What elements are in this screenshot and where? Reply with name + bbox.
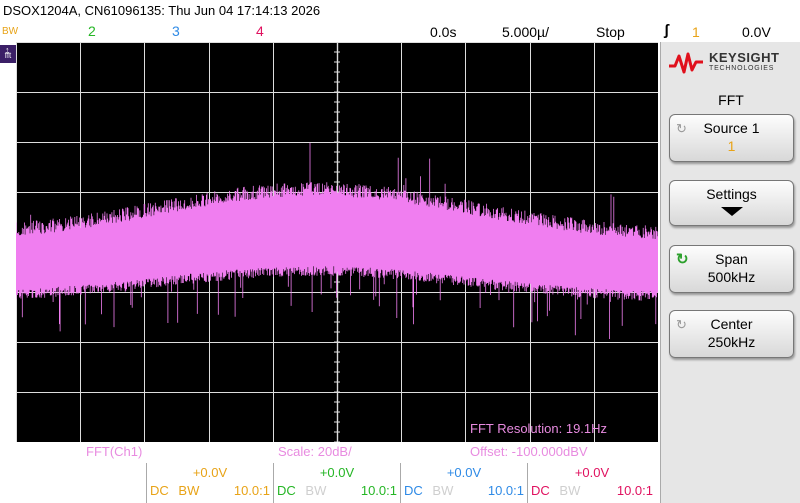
- ch4-bw: BW: [559, 483, 581, 498]
- keysight-logo-icon: [669, 52, 703, 74]
- header-bar: DSOX1204A, CN61096135: Thu Jun 04 17:14:…: [0, 0, 800, 22]
- center-softkey[interactable]: ↻ Center 250kHz: [669, 310, 794, 358]
- source-softkey[interactable]: ↻ Source 1 1: [669, 114, 794, 162]
- span-label: Span: [715, 251, 748, 267]
- settings-label: Settings: [706, 186, 757, 202]
- ch1-settings: DC BW 10.0:1: [150, 483, 270, 498]
- settings-softkey[interactable]: Settings: [669, 180, 794, 226]
- menu-title: FFT: [718, 92, 744, 108]
- ch1-coupling: DC: [150, 483, 169, 498]
- ch4-probe: 10.0:1: [616, 483, 653, 498]
- ch2-probe: 10.0:1: [360, 483, 397, 498]
- run-state[interactable]: Stop: [596, 24, 625, 40]
- fft-scale[interactable]: Scale: 20dB/: [278, 444, 352, 459]
- ch2-bw: BW: [305, 483, 327, 498]
- center-label: Center: [710, 316, 753, 332]
- trigger-edge-icon: ʃ: [664, 22, 669, 39]
- rotate-knob-icon: ↻: [676, 121, 687, 136]
- rotate-knob-icon: ↻: [676, 317, 687, 332]
- ch3-offset: +0.0V: [446, 465, 482, 480]
- center-value: 250kHz: [707, 334, 756, 350]
- ch2-offset: +0.0V: [319, 465, 355, 480]
- fft-resolution: FFT Resolution: 19.1Hz: [470, 421, 608, 436]
- ch3-tab[interactable]: 3: [172, 23, 180, 39]
- ch1-probe: 10.0:1: [233, 483, 270, 498]
- brand-sub: TECHNOLOGIES: [709, 65, 775, 72]
- trigger-source[interactable]: 1: [692, 24, 700, 40]
- trigger-level[interactable]: 0.0V: [742, 24, 771, 40]
- span-value: 500kHz: [707, 269, 756, 285]
- ch3-settings: DC BW 10.0:1: [404, 483, 524, 498]
- channel-info-2[interactable]: +0.0V DC BW 10.0:1: [273, 463, 400, 503]
- fft-offset[interactable]: Offset: -100.000dBV: [470, 444, 588, 459]
- source-label: Source 1: [703, 120, 760, 136]
- ch4-tab[interactable]: 4: [256, 23, 264, 39]
- status-row: BW 2 3 4: [0, 22, 660, 49]
- instrument-title: DSOX1204A, CN61096135: Thu Jun 04 17:14:…: [3, 3, 321, 18]
- waveform-display[interactable]: FFT Resolution: 19.1Hz: [16, 42, 658, 442]
- rotate-knob-active-icon: ↻: [676, 251, 689, 268]
- submenu-arrow-icon: [720, 207, 743, 216]
- fft-source-label[interactable]: FFT(Ch1): [86, 444, 143, 459]
- fft-trace: [16, 142, 658, 339]
- ch1-bw: BW: [178, 483, 200, 498]
- span-softkey[interactable]: ↻ Span 500kHz: [669, 245, 794, 293]
- channel-info-3[interactable]: +0.0V DC BW 10.0:1: [400, 463, 527, 503]
- channel-info-4[interactable]: +0.0V DC BW 10.0:1: [527, 463, 656, 503]
- ch3-bw: BW: [432, 483, 454, 498]
- ch4-offset: +0.0V: [574, 465, 610, 480]
- ch2-coupling: DC: [277, 483, 296, 498]
- fft-trace-path: [16, 142, 658, 339]
- ch3-probe: 10.0:1: [487, 483, 524, 498]
- ch1-offset: +0.0V: [192, 465, 228, 480]
- bw-label[interactable]: BW: [2, 26, 19, 37]
- ch2-tab[interactable]: 2: [88, 23, 96, 39]
- fft-badge: ↑ fft: [0, 45, 16, 63]
- ch3-coupling: DC: [404, 483, 423, 498]
- delay-readout[interactable]: 0.0s: [430, 24, 457, 40]
- channel-info-1[interactable]: +0.0V DC BW 10.0:1: [146, 463, 273, 503]
- fft-badge-label: fft: [4, 51, 12, 60]
- fft-badge-icon: ↑: [5, 45, 10, 55]
- brand-name: KEYSIGHT: [709, 50, 780, 65]
- ch4-settings: DC BW 10.0:1: [531, 483, 653, 498]
- ch4-coupling: DC: [531, 483, 550, 498]
- brand-logo: KEYSIGHT TECHNOLOGIES: [667, 48, 795, 80]
- softkey-panel: KEYSIGHT TECHNOLOGIES FFT ↻ Source 1 1 S…: [660, 42, 800, 503]
- ch2-settings: DC BW 10.0:1: [277, 483, 397, 498]
- fft-trace-graticule: [16, 42, 658, 442]
- timebase-readout[interactable]: 5.000µ/: [502, 24, 549, 40]
- source-value: 1: [727, 138, 736, 154]
